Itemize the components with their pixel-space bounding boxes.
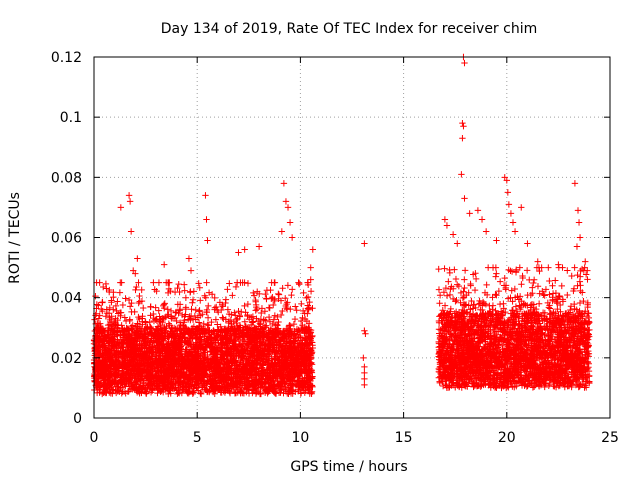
data-point	[293, 306, 300, 314]
data-point	[174, 301, 182, 308]
data-point	[188, 306, 195, 313]
data-point	[195, 280, 202, 287]
data-point	[226, 280, 233, 287]
data-point	[295, 279, 302, 286]
data-point	[106, 304, 113, 312]
data-point	[224, 286, 231, 293]
data-point	[208, 291, 216, 298]
data-point	[250, 289, 257, 297]
data-point	[212, 316, 220, 323]
data-point	[197, 297, 204, 304]
data-point	[300, 289, 307, 297]
data-point	[252, 307, 259, 314]
data-point	[132, 286, 139, 294]
data-point	[244, 280, 252, 287]
data-point	[279, 307, 286, 315]
data-point	[232, 312, 239, 319]
data-point	[229, 292, 236, 299]
data-point	[277, 311, 285, 319]
data-point	[135, 299, 142, 307]
data-point	[261, 308, 269, 315]
data-point	[214, 321, 221, 328]
data-point	[204, 321, 211, 328]
data-points	[90, 53, 593, 398]
data-point	[298, 300, 305, 308]
data-point	[289, 286, 296, 293]
data-point	[275, 318, 282, 326]
data-point	[291, 315, 299, 323]
data-point	[270, 301, 277, 309]
data-point	[172, 309, 179, 316]
data-point	[224, 306, 232, 313]
data-point	[165, 285, 173, 293]
data-point	[173, 317, 180, 325]
data-point	[164, 306, 171, 313]
data-point	[147, 312, 154, 319]
data-point	[211, 294, 218, 302]
data-point	[195, 319, 203, 326]
